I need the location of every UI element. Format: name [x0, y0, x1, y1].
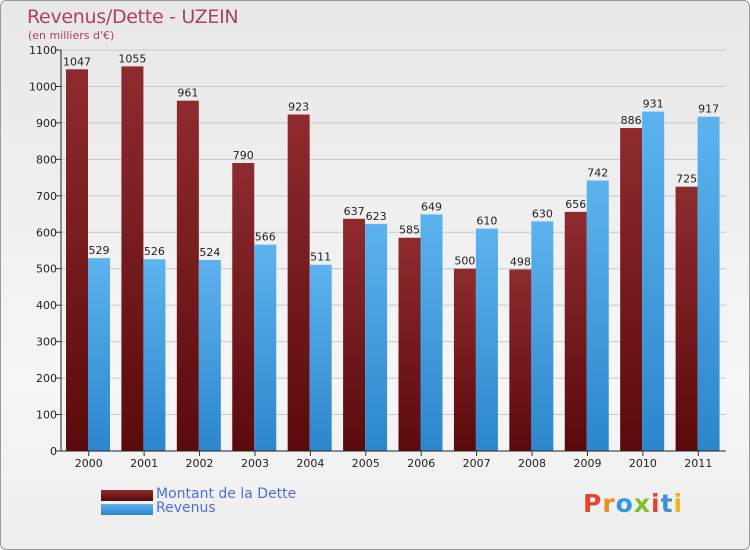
- bar-debt: [675, 186, 698, 452]
- bar-debt: [564, 211, 587, 451]
- y-tick-label: 100: [36, 409, 57, 422]
- data-label-revenue: 511: [310, 251, 331, 264]
- data-label-debt: 585: [399, 224, 420, 237]
- logo-letter: i: [673, 489, 684, 518]
- bar-revenue: [697, 116, 720, 451]
- x-tick-label: 2006: [407, 457, 435, 470]
- data-label-revenue: 566: [255, 231, 276, 244]
- bar-debt: [343, 218, 366, 451]
- x-tick-label: 2005: [352, 457, 380, 470]
- y-tick-label: 600: [36, 226, 57, 239]
- y-tick-label: 0: [50, 445, 57, 458]
- x-tick-label: 2002: [186, 457, 214, 470]
- bar-revenue: [586, 180, 609, 452]
- bar-revenue: [198, 259, 221, 451]
- bar-debt: [509, 269, 532, 451]
- logo-letter: o: [615, 489, 634, 518]
- x-tick-label: 2003: [241, 457, 269, 470]
- bar-revenue: [420, 214, 443, 451]
- bar-debt: [232, 163, 255, 451]
- y-tick-label: 500: [36, 263, 57, 276]
- y-tick-label: 200: [36, 372, 57, 385]
- proxiti-logo: Proxiti: [583, 489, 683, 518]
- bar-revenue: [88, 258, 110, 451]
- logo-letter: i: [651, 489, 661, 518]
- bar-debt: [620, 128, 643, 451]
- bar-revenue: [475, 228, 498, 451]
- x-tick-label: 2000: [75, 457, 103, 470]
- data-label-debt: 1047: [63, 55, 91, 68]
- y-tick-label: 800: [36, 153, 57, 166]
- x-tick-label: 2011: [684, 457, 712, 470]
- y-tick-label: 700: [36, 190, 57, 203]
- x-tick-label: 2009: [573, 457, 601, 470]
- x-tick-label: 2004: [296, 457, 324, 470]
- bar-debt: [121, 66, 144, 452]
- bar-debt: [398, 237, 421, 451]
- data-label-debt: 637: [344, 205, 365, 218]
- legend-label-debt: Montant de la Dette: [156, 486, 297, 502]
- bar-revenue: [309, 264, 332, 451]
- data-label-revenue: 524: [199, 246, 220, 259]
- x-tick-label: 2008: [518, 457, 546, 470]
- data-label-debt: 886: [621, 114, 642, 127]
- data-label-revenue: 931: [643, 98, 664, 111]
- x-tick-label: 2001: [130, 457, 158, 470]
- logo-letter: x: [633, 489, 651, 518]
- data-label-revenue: 630: [532, 207, 553, 220]
- bar-debt: [453, 268, 476, 451]
- y-tick-label: 1000: [29, 80, 57, 93]
- legend-label-revenue: Revenus: [156, 500, 216, 516]
- data-label-revenue: 623: [366, 210, 387, 223]
- data-label-revenue: 742: [587, 167, 608, 180]
- data-label-revenue: 610: [476, 215, 497, 228]
- bar-revenue: [143, 259, 166, 451]
- x-tick-label: 2007: [463, 457, 491, 470]
- data-label-revenue: 917: [698, 103, 719, 116]
- chart-title: Revenus/Dette - UZEIN: [27, 6, 239, 28]
- y-tick-label: 900: [36, 117, 57, 130]
- bar-revenue: [254, 244, 277, 451]
- bar-debt: [287, 114, 310, 452]
- bar-revenue: [531, 221, 554, 451]
- data-label-debt: 498: [510, 255, 531, 268]
- data-label-debt: 500: [454, 255, 475, 268]
- legend-swatch-debt: [101, 490, 153, 501]
- y-tick-label: 1100: [29, 44, 57, 57]
- data-label-revenue: 649: [421, 200, 442, 213]
- bar-debt: [176, 100, 199, 452]
- data-label-revenue: 526: [144, 245, 165, 258]
- x-tick-label: 2010: [629, 457, 657, 470]
- data-label-debt: 961: [177, 87, 198, 100]
- chart-subtitle: (en milliers d'€): [28, 29, 115, 42]
- legend-swatch-revenue: [101, 504, 153, 515]
- logo-letter: r: [602, 489, 616, 518]
- bar-revenue: [365, 223, 388, 451]
- y-tick-label: 300: [36, 336, 57, 349]
- logo-letter: P: [583, 489, 603, 518]
- data-label-revenue: 529: [89, 244, 110, 257]
- bar-debt: [66, 69, 88, 451]
- data-label-debt: 656: [565, 198, 586, 211]
- data-label-debt: 725: [676, 173, 697, 186]
- y-tick-label: 400: [36, 299, 57, 312]
- logo-letter: t: [660, 489, 674, 518]
- data-label-debt: 923: [288, 101, 309, 114]
- bar-revenue: [642, 111, 665, 451]
- data-label-debt: 790: [233, 149, 254, 162]
- data-label-debt: 1055: [118, 52, 146, 65]
